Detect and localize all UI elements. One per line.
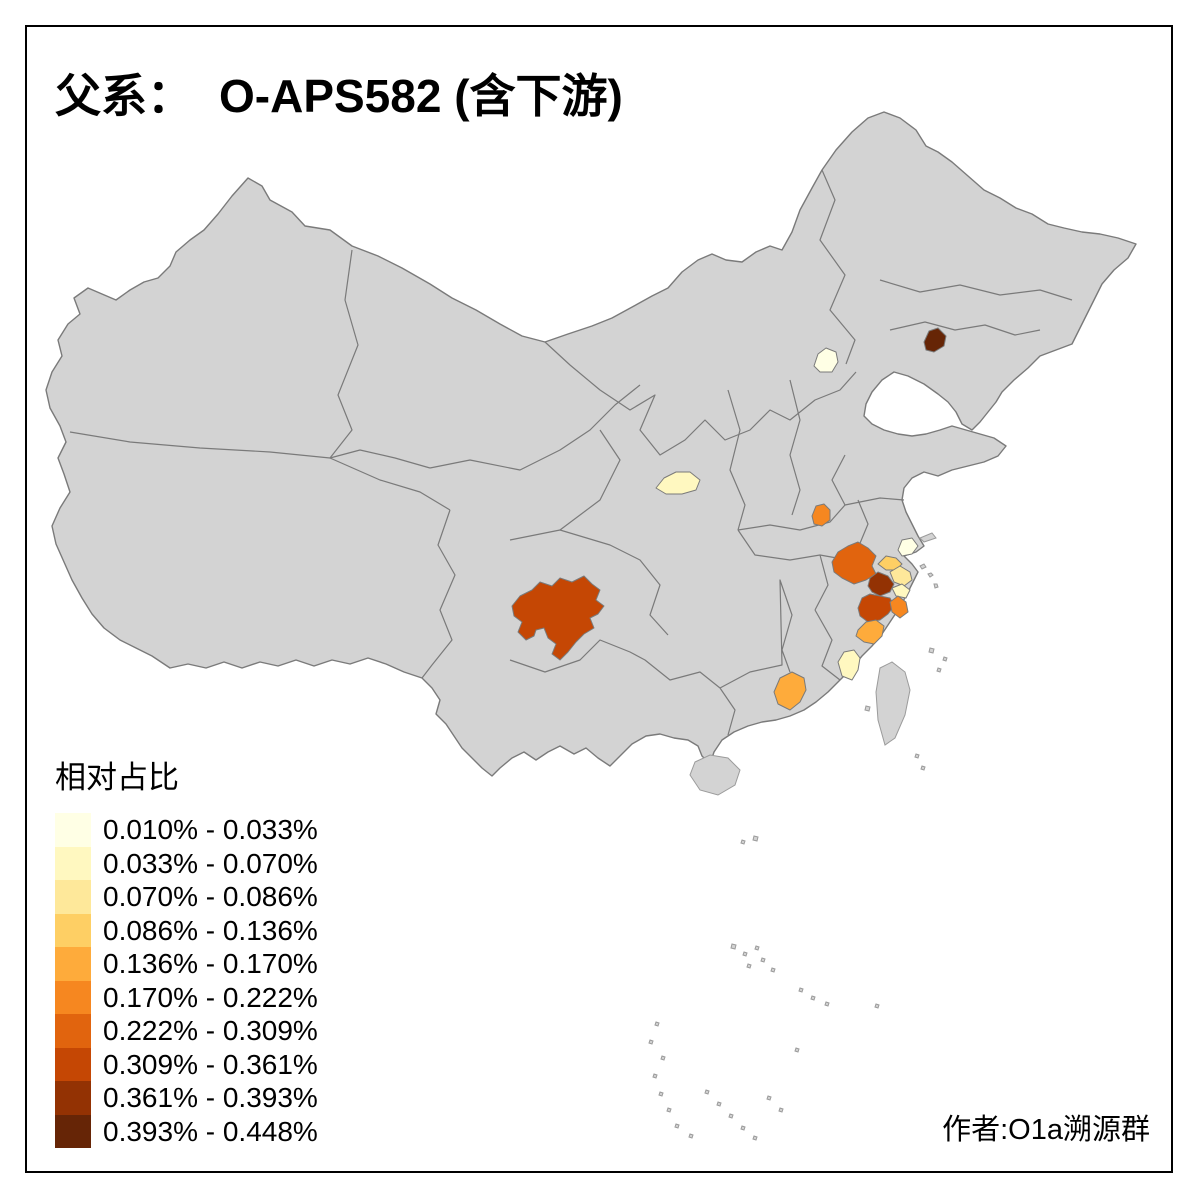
legend-swatch bbox=[55, 1014, 91, 1048]
legend-row: 0.070% - 0.086% bbox=[55, 880, 318, 914]
legend-label: 0.361% - 0.393% bbox=[103, 1082, 318, 1113]
region-jiaxing bbox=[877, 555, 903, 571]
province-border-line bbox=[421, 509, 456, 679]
legend-swatch bbox=[55, 913, 91, 947]
region-northeast-guangdong bbox=[773, 671, 807, 711]
province-border-line bbox=[727, 389, 746, 531]
region-hangzhou bbox=[831, 541, 877, 585]
province-border-line bbox=[329, 249, 359, 459]
zhoushan-islets bbox=[919, 563, 939, 589]
legend-swatch bbox=[55, 880, 91, 914]
title-prefix: 父系： bbox=[55, 71, 193, 122]
legend: 相对占比 0.010% - 0.033% 0.033% - 0.070% 0.0… bbox=[55, 752, 318, 1148]
province-border-line bbox=[69, 431, 431, 469]
province-border-line bbox=[329, 457, 451, 511]
legend-row: 0.309% - 0.361% bbox=[55, 1047, 318, 1081]
legend-swatch bbox=[55, 813, 91, 847]
legend-swatch bbox=[55, 846, 91, 880]
legend-row: 0.170% - 0.222% bbox=[55, 980, 318, 1014]
coastal-islets bbox=[864, 647, 948, 771]
region-ningbo bbox=[889, 565, 913, 587]
legend-title: 相对占比 bbox=[55, 760, 179, 795]
legend-label: 0.136% - 0.170% bbox=[103, 948, 318, 979]
legend-label: 0.170% - 0.222% bbox=[103, 981, 318, 1013]
region-central-liaoning bbox=[923, 327, 947, 353]
legend-row: 0.222% - 0.309% bbox=[55, 1014, 318, 1048]
legend-label: 0.393% - 0.448% bbox=[103, 1115, 318, 1147]
province-border-line bbox=[789, 379, 801, 516]
chongming-island bbox=[919, 532, 937, 543]
region-ningbo-south bbox=[891, 583, 911, 599]
legend-row: 0.010% - 0.033% bbox=[55, 813, 318, 847]
legend-swatch bbox=[55, 947, 91, 981]
legend-swatch bbox=[55, 1114, 91, 1148]
province-borders bbox=[69, 169, 1073, 736]
province-border-line bbox=[737, 529, 849, 561]
province-border-line bbox=[719, 579, 793, 689]
legend-label: 0.222% - 0.309% bbox=[103, 1015, 318, 1046]
legend-row: 0.393% - 0.448% bbox=[55, 1114, 318, 1148]
legend-swatch bbox=[55, 1047, 91, 1081]
region-central-fujian bbox=[837, 649, 861, 681]
region-wenzhou bbox=[855, 619, 885, 645]
province-border-line bbox=[819, 169, 856, 365]
legend-label: 0.070% - 0.086% bbox=[103, 881, 318, 912]
region-taizhou-zhejiang bbox=[889, 595, 909, 619]
province-border-line bbox=[509, 639, 721, 689]
page-title: 父系： O-APS582 (含下游) bbox=[55, 60, 623, 126]
province-border-line bbox=[559, 429, 621, 531]
plot-frame bbox=[25, 25, 1173, 1173]
legend-label: 0.086% - 0.136% bbox=[103, 914, 318, 946]
hainan-island bbox=[689, 754, 741, 796]
province-border-line bbox=[889, 321, 1041, 336]
legend-row: 0.033% - 0.070% bbox=[55, 846, 318, 880]
province-border-line bbox=[429, 384, 641, 471]
legend-row: 0.136% - 0.170% bbox=[55, 947, 318, 981]
region-shanghai bbox=[897, 537, 919, 557]
region-central-anhui bbox=[811, 503, 831, 527]
region-southwest-sichuan bbox=[511, 575, 605, 661]
legend-label: 0.309% - 0.361% bbox=[103, 1048, 318, 1080]
legend-row: 0.361% - 0.393% bbox=[55, 1081, 318, 1115]
region-xian-shaanxi bbox=[655, 471, 701, 495]
title-main: O-APS582 (含下游) bbox=[219, 70, 623, 122]
province-border-line bbox=[814, 554, 829, 611]
province-border-line bbox=[857, 499, 869, 549]
south-china-sea-islets bbox=[648, 835, 880, 1141]
province-border-line bbox=[544, 341, 857, 456]
choropleth-regions bbox=[511, 327, 947, 711]
author-credit: 作者:O1a溯源群 bbox=[942, 1114, 1150, 1146]
legend-label: 0.033% - 0.070% bbox=[103, 847, 318, 879]
province-border-line bbox=[814, 609, 841, 681]
legend-swatch bbox=[55, 1081, 91, 1115]
islands bbox=[648, 532, 948, 1141]
province-border-line bbox=[719, 687, 736, 736]
region-beijing bbox=[813, 347, 839, 373]
province-border-line bbox=[831, 454, 905, 506]
province-border-line bbox=[737, 504, 846, 531]
region-shaoxing bbox=[867, 571, 895, 597]
taiwan-island bbox=[875, 661, 911, 746]
legend-label: 0.010% - 0.033% bbox=[103, 814, 318, 845]
province-border-line bbox=[879, 279, 1073, 301]
legend-row: 0.086% - 0.136% bbox=[55, 913, 318, 947]
legend-swatch bbox=[55, 980, 91, 1014]
